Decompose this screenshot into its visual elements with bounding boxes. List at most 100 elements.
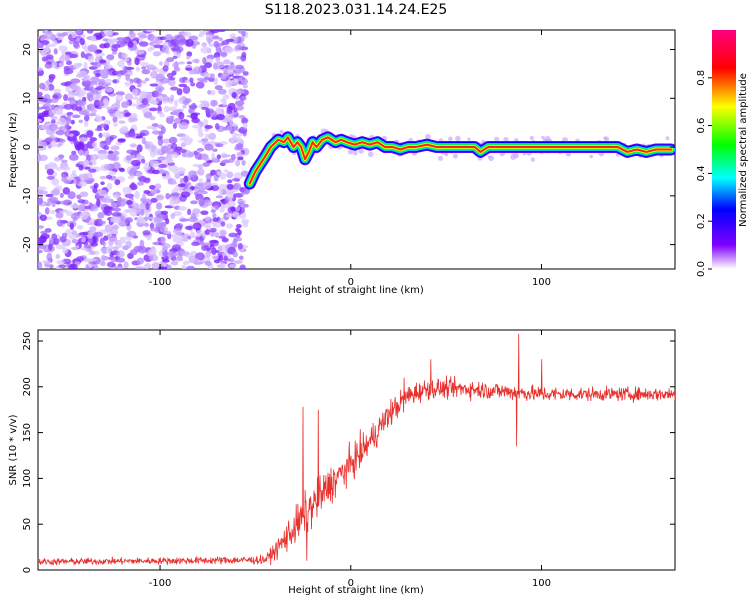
noise-speckle (193, 67, 198, 75)
colorbar-label: Normalized spectral amplitude (738, 73, 749, 227)
noise-speckle (123, 261, 129, 269)
noise-speckle (146, 234, 152, 241)
noise-speckle (114, 216, 121, 224)
noise-speckle (158, 95, 164, 101)
noise-speckle (208, 43, 214, 48)
noise-speckle (200, 210, 209, 216)
noise-speckle (128, 205, 133, 209)
noise-speckle (130, 103, 139, 107)
noise-speckle (232, 132, 238, 139)
noise-speckle (153, 44, 164, 49)
noise-speckle (219, 230, 227, 237)
noise-speckle (104, 224, 113, 232)
noise-speckle (38, 197, 43, 205)
noise-speckle (50, 209, 56, 215)
noise-speckle (227, 179, 233, 184)
noise-speckle (158, 61, 163, 66)
noise-speckle (84, 114, 90, 122)
noise-speckle (174, 230, 184, 236)
noise-speckle (79, 38, 85, 46)
noise-speckle (226, 110, 233, 115)
noise-speckle (112, 32, 119, 36)
noise-speckle (150, 197, 158, 203)
noise-speckle (129, 143, 137, 148)
noise-speckle (170, 212, 176, 219)
noise-speckle (220, 159, 231, 164)
noise-speckle (235, 64, 244, 70)
noise-speckle (55, 244, 65, 250)
noise-speckle (46, 54, 54, 60)
noise-speckle (210, 99, 218, 107)
noise-speckle (171, 192, 181, 197)
noise-speckle (116, 266, 124, 269)
noise-speckle (149, 184, 156, 190)
noise-speckle (102, 209, 111, 214)
noise-speckle (83, 61, 88, 70)
noise-speckle (61, 232, 68, 238)
noise-speckle (94, 218, 104, 227)
noise-speckle (105, 174, 113, 180)
noise-speckle (145, 202, 150, 211)
noise-speckle (188, 35, 199, 41)
noise-speckle (228, 232, 238, 238)
noise-speckle (235, 100, 245, 106)
noise-speckle (114, 179, 121, 186)
noise-speckle (108, 150, 114, 155)
noise-speckle (167, 181, 178, 185)
noise-speckle (116, 250, 125, 258)
noise-speckle (64, 51, 72, 56)
noise-speckle (48, 110, 53, 116)
y-tick-label: 150 (22, 423, 33, 442)
noise-speckle (235, 227, 240, 232)
noise-speckle (62, 187, 71, 195)
noise-speckle (126, 230, 137, 238)
noise-speckle (211, 247, 217, 256)
noise-speckle (69, 133, 74, 137)
noise-speckle (70, 119, 75, 125)
noise-speckle (162, 243, 171, 249)
noise-speckle (84, 166, 91, 170)
colorbar-tick-label: 0.8 (696, 70, 707, 86)
noise-speckle (197, 126, 203, 135)
noise-speckle (179, 177, 184, 184)
noise-speckle (215, 195, 224, 199)
noise-speckle (76, 30, 82, 35)
noise-speckle (146, 94, 152, 101)
noise-speckle (69, 222, 74, 231)
y-tick-label: 20 (22, 43, 33, 56)
noise-speckle (235, 136, 242, 143)
noise-speckle (168, 136, 178, 144)
noise-speckle (170, 94, 175, 102)
noise-speckle (186, 266, 194, 269)
noise-speckle (38, 225, 45, 229)
noise-speckle (172, 62, 180, 69)
noise-speckle (103, 42, 111, 49)
noise-speckle (143, 177, 151, 184)
noise-speckle (79, 211, 89, 220)
noise-speckle (41, 39, 49, 46)
noise-speckle (73, 130, 79, 137)
signal-band (248, 136, 673, 185)
noise-speckle (157, 237, 162, 243)
noise-speckle (104, 84, 109, 90)
noise-speckle (60, 82, 70, 87)
halo-dot (615, 153, 620, 157)
noise-speckle (149, 107, 158, 112)
noise-speckle (85, 264, 90, 269)
noise-speckle (160, 210, 169, 215)
noise-speckle (106, 261, 116, 268)
noise-speckle (44, 137, 54, 143)
noise-speckle (83, 75, 91, 79)
noise-speckle (185, 67, 193, 71)
noise-speckle (122, 186, 132, 195)
noise-speckle (140, 91, 149, 96)
noise-speckle (95, 73, 101, 78)
noise-speckle (100, 181, 105, 186)
colorbar: 0.0 0.2 0.4 0.6 0.8 Normalized spectral ampl… (696, 30, 749, 277)
noise-speckle (153, 39, 164, 44)
noise-speckle (92, 62, 102, 69)
halo-dot (494, 136, 500, 142)
noise-speckle (240, 187, 251, 195)
noise-speckle (76, 142, 85, 151)
noise-speckle (168, 76, 176, 81)
